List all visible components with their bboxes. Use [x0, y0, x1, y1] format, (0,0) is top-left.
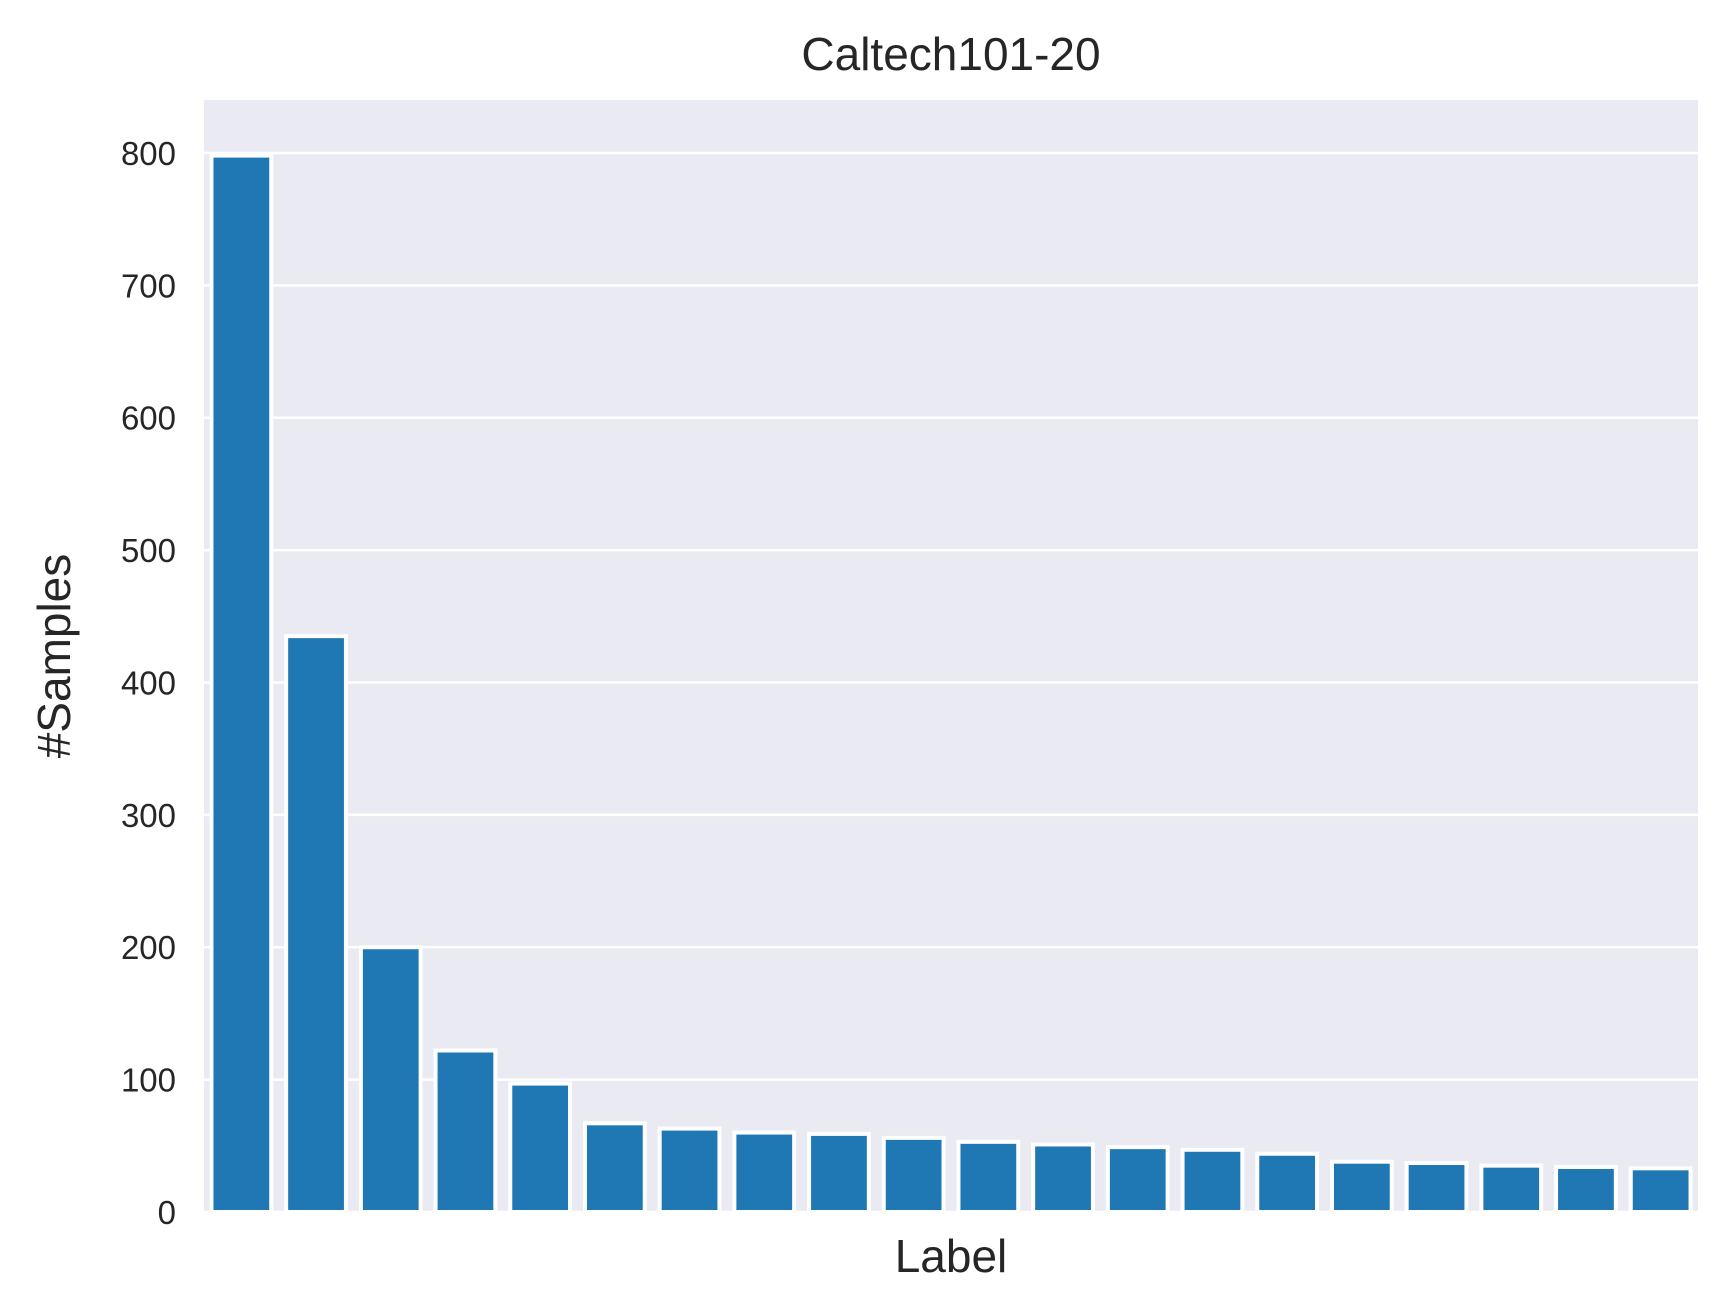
bar [1180, 1147, 1245, 1215]
bar [807, 1131, 871, 1215]
bar [209, 153, 274, 1215]
bar [956, 1139, 1021, 1215]
x-axis-label: Label [895, 1230, 1008, 1282]
y-tick-label: 600 [121, 400, 176, 437]
bars [209, 153, 1693, 1215]
y-tick-label: 400 [121, 664, 176, 701]
bar [1031, 1142, 1095, 1214]
bar [433, 1048, 498, 1214]
bar [358, 945, 423, 1214]
y-tick-label: 500 [121, 532, 176, 569]
bar [881, 1135, 946, 1215]
bar [508, 1081, 573, 1214]
bar [1255, 1151, 1320, 1215]
y-tick-label: 100 [121, 1062, 176, 1099]
y-tick-label: 700 [121, 267, 176, 304]
bar [1404, 1161, 1469, 1214]
y-axis-label: #Samples [28, 554, 80, 759]
bar [657, 1126, 722, 1214]
bar [1479, 1163, 1544, 1214]
bar [1329, 1159, 1394, 1214]
bar [1628, 1166, 1693, 1215]
bar [284, 634, 348, 1214]
bar [732, 1130, 797, 1214]
y-tick-label: 300 [121, 797, 176, 834]
y-tick-label: 800 [121, 135, 176, 172]
y-tick-labels: 0 100 200 300 400 500 600 700 800 [121, 135, 176, 1231]
y-tick-label: 200 [121, 929, 176, 966]
bar [582, 1121, 647, 1215]
y-tick-label: 0 [158, 1194, 176, 1231]
bar [1554, 1164, 1618, 1215]
plot-area [204, 100, 1698, 1212]
chart-title: Caltech101-20 [801, 28, 1100, 80]
bar [1105, 1145, 1170, 1214]
